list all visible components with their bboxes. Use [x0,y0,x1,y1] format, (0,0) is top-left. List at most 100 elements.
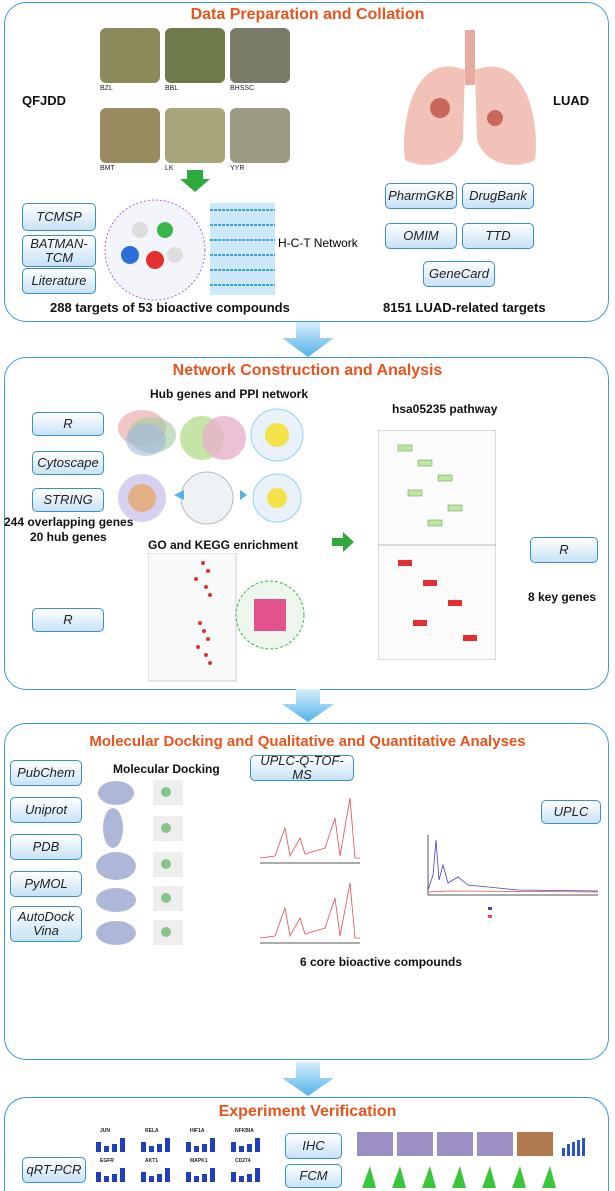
herb-image [165,28,225,83]
herb-label: YYR [230,165,245,172]
summary: 8 key genes [528,590,597,604]
database-box: OMIM [385,223,457,249]
herb-label: BBL [165,85,179,92]
bar-icon [239,1176,244,1182]
database-box: DrugBank [462,183,534,209]
bar-icon [239,1146,244,1152]
tool-box: qRT-PCR [22,1157,86,1183]
database-box: PharmGKB [385,183,457,209]
down-arrow [282,689,334,722]
tool-box: PubChem [10,760,82,786]
label: QFJDD [22,93,67,108]
section-title: hsa05235 pathway [392,402,498,416]
herb-label: LK [165,165,174,172]
panel-title: Network Construction and Analysis [172,362,443,379]
tool-box: Cytoscape [32,451,104,475]
summary: 6 core bioactive compounds [300,955,463,969]
bar-icon [149,1146,154,1152]
tool-box: STRING [32,488,104,512]
tool-box: R [32,608,104,632]
panel [4,723,609,1060]
bar-icon [194,1176,199,1182]
ihc-fcm-images [357,1132,585,1188]
bar-icon [210,1168,215,1182]
database-box: TTD [462,223,534,249]
bar-icon [165,1168,170,1182]
docking-images [96,780,183,945]
bar-icon [157,1174,162,1182]
herb-image [230,108,290,163]
summary: 244 overlapping genes [4,515,134,529]
down-arrow [282,1062,334,1096]
bar-icon [96,1142,101,1152]
database-box: GeneCard [423,261,495,287]
bar-icon [194,1146,199,1152]
down-arrow [282,322,334,357]
bar-icon [104,1146,109,1152]
summary: 8151 LUAD-related targets [383,300,546,315]
bar-icon [231,1172,236,1182]
bar-icon [186,1142,191,1152]
bar-icon [141,1172,146,1182]
gene-label: AKT1 [145,1158,159,1164]
network-image [104,199,275,301]
section-title: Hub genes and PPI network [150,387,309,401]
bar-icon [157,1144,162,1152]
bar-icon [120,1168,125,1182]
bar-icon [255,1168,260,1182]
tool-box: PyMOL [10,871,82,897]
label: LUAD [553,93,590,108]
enrichment-figures [148,553,305,682]
bar-icon [149,1176,154,1182]
panel-title: Molecular Docking and Qualitative and Qu… [89,733,526,750]
herb-label: BMT [100,165,115,172]
uplc-chromatogram [427,835,599,918]
pathway-map [378,430,496,660]
tool-box: UPLC [541,800,601,824]
bar-icon [120,1138,125,1152]
bar-icon [165,1138,170,1152]
network-label: H-C-T Network [278,236,358,250]
tool-box: FCM [285,1164,342,1188]
herb-image [230,28,290,83]
gene-label: RELA [145,1128,159,1134]
lungs-icon [404,30,536,165]
gene-label: NFKBIA [235,1128,254,1134]
panel [4,1097,609,1191]
bar-icon [141,1142,146,1152]
panel [4,2,609,322]
panel-title: Data Preparation and Collation [190,6,425,23]
tool-box: BATMAN-TCM [22,235,96,267]
section-title: Molecular Docking [113,762,220,776]
bar-icon [202,1174,207,1182]
gene-label: EGFR [100,1158,114,1164]
bar-icon [112,1144,117,1152]
herb-label: BZL [100,85,113,92]
tool-box: UPLC-Q-TOF-MS [250,754,354,782]
gene-label: MAPK1 [190,1158,208,1164]
tool-box: Literature [22,268,96,294]
bar-icon [104,1176,109,1182]
tool-box: IHC [285,1133,342,1159]
bar-icon [231,1142,236,1152]
tool-box: R [32,412,104,436]
tool-box: TCMSP [22,203,96,231]
bar-icon [112,1174,117,1182]
bar-icon [247,1144,252,1152]
herb-image [100,108,160,163]
bar-icon [255,1138,260,1152]
summary: 288 targets of 53 bioactive compounds [50,300,290,315]
bar-icon [247,1174,252,1182]
hub-gene-figures [118,408,304,525]
section-title: GO and KEGG enrichment [148,538,299,552]
panel-title: Experiment Verification [218,1103,397,1120]
tool-box: Uniprot [10,797,82,823]
summary: 20 hub genes [30,530,107,544]
gene-label: HIF1A [190,1128,205,1134]
bar-icon [186,1172,191,1182]
tool-box: PDB [10,834,82,860]
green-arrow [180,170,210,192]
herb-label: BHSSC [230,85,255,92]
gene-label: CD274 [235,1158,251,1164]
